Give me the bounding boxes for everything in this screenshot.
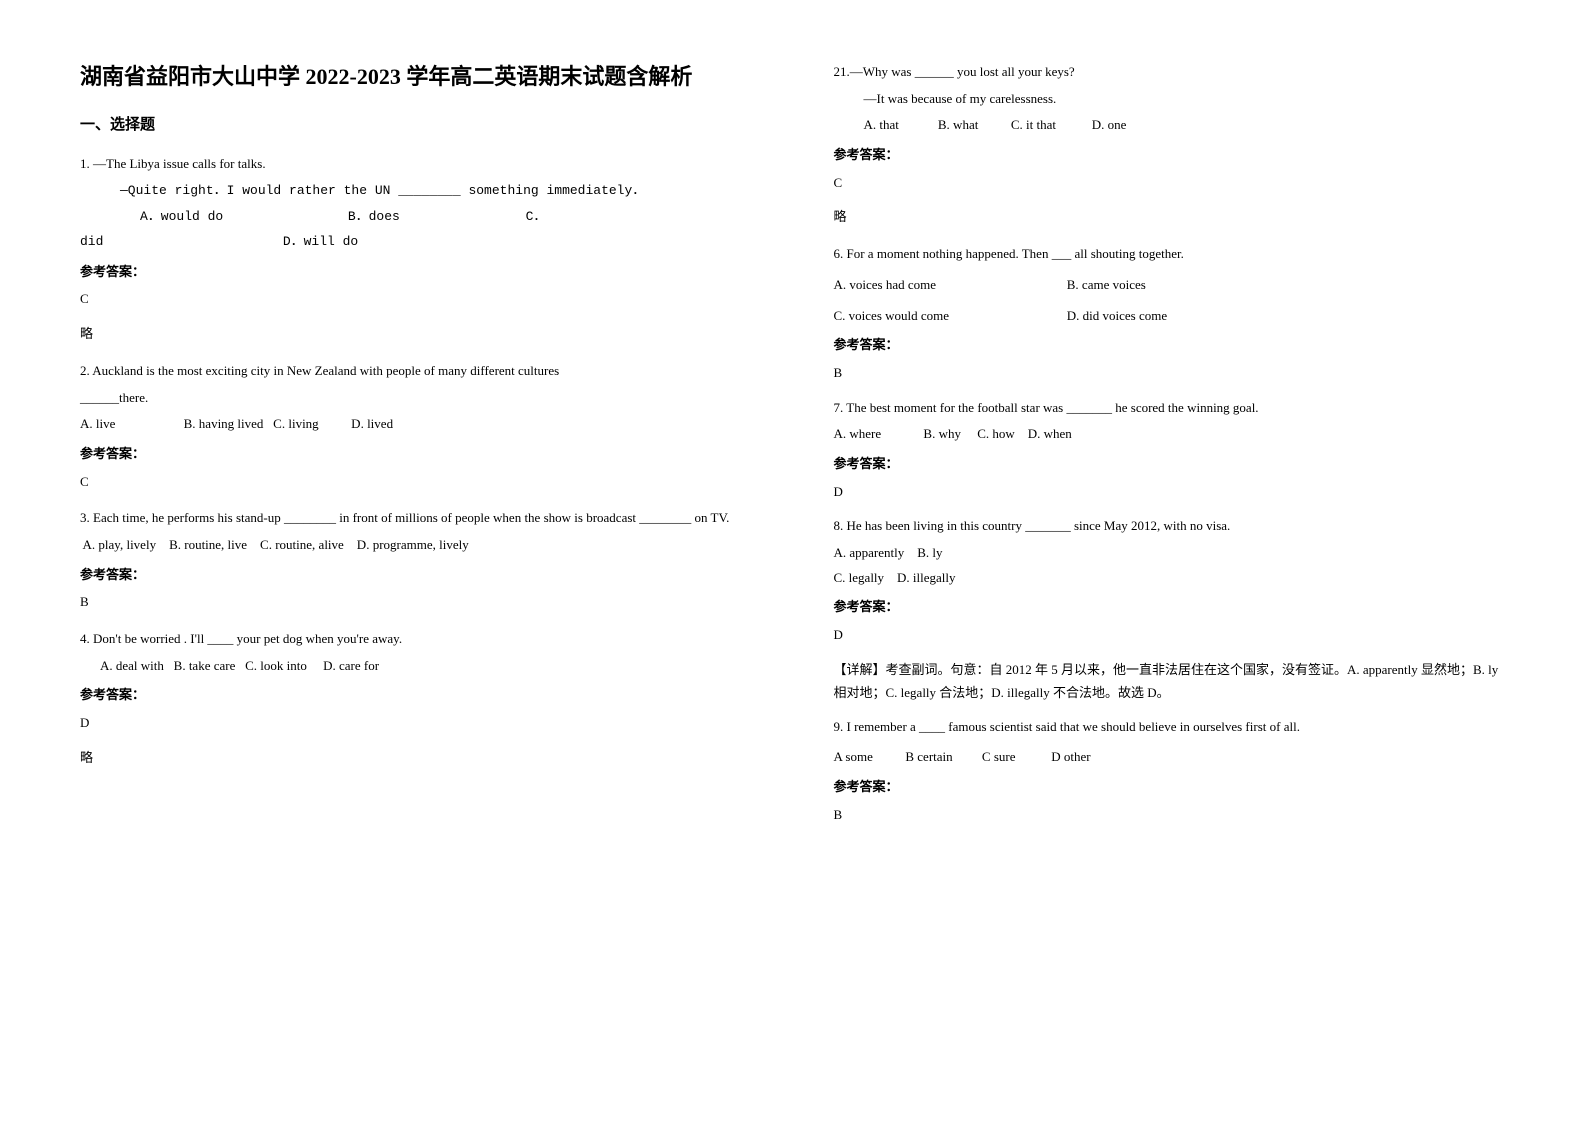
- q4-answer-label: 参考答案：: [80, 683, 754, 708]
- q8-opts2: C. legally D. illegally: [834, 566, 1508, 591]
- q5-text2: —It was because of my carelessness.: [864, 87, 1508, 112]
- q1-line2: —Quite right．I would rather the UN _____…: [120, 179, 754, 204]
- q1-optC: C．: [526, 209, 547, 224]
- q5-answer-label: 参考答案：: [834, 143, 1508, 168]
- page-container: 湖南省益阳市大山中学 2022-2023 学年高二英语期末试题含解析 一、选择题…: [80, 60, 1507, 837]
- q4-answer: D: [80, 711, 754, 736]
- document-title: 湖南省益阳市大山中学 2022-2023 学年高二英语期末试题含解析: [80, 60, 754, 93]
- q6-optA: A. voices had come: [834, 273, 1064, 298]
- q5-text1-content: —Why was ______ you lost all your keys?: [850, 64, 1075, 79]
- question-5: 21.—Why was ______ you lost all your key…: [834, 60, 1508, 230]
- q1-line1: 1. —The Libya issue calls for talks.: [80, 152, 754, 177]
- right-column: 21.—Why was ______ you lost all your key…: [834, 60, 1508, 837]
- q4-note: 略: [80, 746, 754, 771]
- q7-opts: A. where B. why C. how D. when: [834, 422, 1508, 447]
- q3-answer-label: 参考答案：: [80, 563, 754, 588]
- q8-text: 8. He has been living in this country __…: [834, 514, 1508, 539]
- q5-text1: 21.—Why was ______ you lost all your key…: [834, 60, 1508, 85]
- q6-opts-row2: C. voices would come D. did voices come: [834, 304, 1508, 329]
- q8-explanation: 【详解】考查副词。句意：自 2012 年 5 月以来，他一直非法居住在这个国家，…: [834, 658, 1508, 705]
- q1-optB: B．does: [348, 205, 518, 230]
- q5-note: 略: [834, 205, 1508, 230]
- q6-text: 6. For a moment nothing happened. Then _…: [834, 242, 1508, 267]
- q9-answer: B: [834, 803, 1508, 828]
- q2-answer-label: 参考答案：: [80, 442, 754, 467]
- q3-opts: A. play, lively B. routine, live C. rout…: [80, 533, 754, 558]
- q7-answer: D: [834, 480, 1508, 505]
- q3-text1: 3. Each time, he performs his stand-up _…: [80, 506, 754, 531]
- q7-text: 7. The best moment for the football star…: [834, 396, 1508, 421]
- q9-answer-label: 参考答案：: [834, 775, 1508, 800]
- q1-answer-label: 参考答案：: [80, 260, 754, 285]
- question-1: 1. —The Libya issue calls for talks. —Qu…: [80, 152, 754, 347]
- q6-opts-row1: A. voices had come B. came voices: [834, 273, 1508, 298]
- q5-opts: A. that B. what C. it that D. one: [864, 113, 1508, 138]
- q6-optC: C. voices would come: [834, 304, 1064, 329]
- q1-answer: C: [80, 287, 754, 312]
- q2-opts: A. live B. having lived C. living D. liv…: [80, 412, 754, 437]
- q2-text1: 2. Auckland is the most exciting city in…: [80, 359, 754, 384]
- left-column: 湖南省益阳市大山中学 2022-2023 学年高二英语期末试题含解析 一、选择题…: [80, 60, 754, 837]
- q1-optA: A．would do: [140, 205, 340, 230]
- q1-line3: did: [80, 230, 275, 255]
- question-6: 6. For a moment nothing happened. Then _…: [834, 242, 1508, 385]
- q8-answer-label: 参考答案：: [834, 595, 1508, 620]
- q8-opts1: A. apparently B. ly: [834, 541, 1508, 566]
- q1-options-row2: did D．will do: [80, 230, 754, 255]
- q1-optD: D．will do: [283, 234, 358, 249]
- question-2: 2. Auckland is the most exciting city in…: [80, 359, 754, 494]
- q9-opts: A some B certain C sure D other: [834, 745, 1508, 770]
- q6-answer: B: [834, 361, 1508, 386]
- q9-text: 9. I remember a ____ famous scientist sa…: [834, 715, 1508, 740]
- q2-text2: ______there.: [80, 386, 754, 411]
- section-header: 一、选择题: [80, 113, 754, 137]
- q3-answer: B: [80, 590, 754, 615]
- q8-answer: D: [834, 623, 1508, 648]
- question-9: 9. I remember a ____ famous scientist sa…: [834, 715, 1508, 828]
- q6-optD: D. did voices come: [1067, 308, 1167, 323]
- q4-text: 4. Don't be worried . I'll ____ your pet…: [80, 627, 754, 652]
- q2-answer: C: [80, 470, 754, 495]
- question-7: 7. The best moment for the football star…: [834, 396, 1508, 505]
- q1-note: 略: [80, 322, 754, 347]
- question-3: 3. Each time, he performs his stand-up _…: [80, 506, 754, 615]
- question-8: 8. He has been living in this country __…: [834, 514, 1508, 704]
- q6-answer-label: 参考答案：: [834, 333, 1508, 358]
- q5-answer: C: [834, 171, 1508, 196]
- q7-answer-label: 参考答案：: [834, 452, 1508, 477]
- q6-optB: B. came voices: [1067, 277, 1146, 292]
- q5-num: 21.: [834, 64, 850, 79]
- q4-opts: A. deal with B. take care C. look into D…: [100, 654, 754, 679]
- q1-options-row1: A．would do B．does C．: [140, 205, 754, 230]
- question-4: 4. Don't be worried . I'll ____ your pet…: [80, 627, 754, 770]
